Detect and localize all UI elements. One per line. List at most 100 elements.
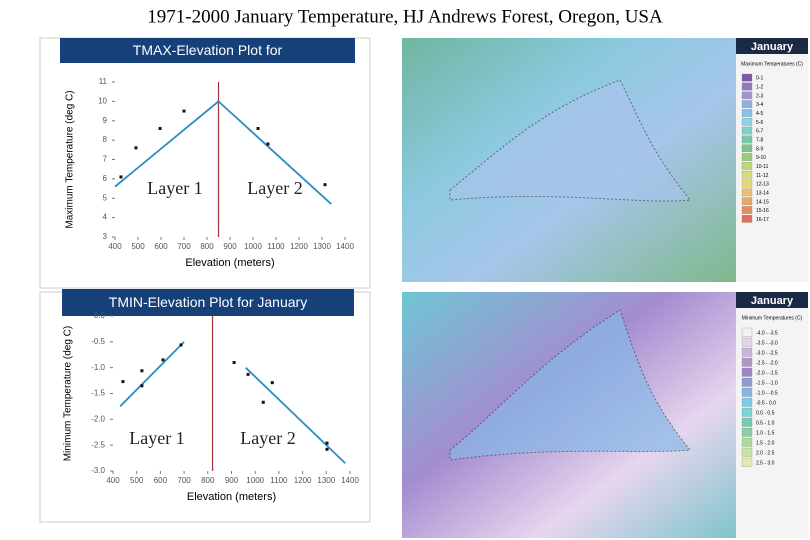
point [140, 369, 144, 373]
legend-label: 2.5 - 3.0 [756, 460, 775, 466]
point [140, 384, 144, 388]
y-tick-label: -1.5 [91, 389, 105, 398]
legend-swatch [741, 144, 753, 153]
legend-label: -2.5 - -2.0 [756, 360, 778, 366]
legend-label: 7-8 [756, 138, 763, 144]
legend-label: 4-5 [756, 111, 763, 117]
legend-label: 2.0 - 2.5 [756, 450, 775, 456]
x-tick-label: 600 [154, 476, 168, 485]
legend-swatch [741, 188, 753, 197]
point [158, 127, 162, 130]
legend-label: -4.0 - -3.5 [756, 330, 778, 336]
x-tick-label: 1400 [336, 242, 354, 251]
legend-label: 0.0 - 0.5 [756, 410, 775, 416]
y-tick-label: 5 [103, 193, 108, 202]
legend-swatch [741, 153, 753, 161]
point [325, 441, 329, 445]
legend-label: -2.0 - -1.5 [756, 370, 778, 376]
y-tick-label: -1.0 [91, 363, 105, 372]
legend-label: -0.5 - 0.0 [756, 400, 776, 406]
y-tick-label: 10 [98, 96, 107, 105]
trend-line [217, 100, 332, 205]
watershed [449, 309, 691, 461]
point [121, 380, 125, 384]
legend-label: -1.5 - -1.0 [756, 380, 778, 386]
legend-swatch [741, 367, 753, 377]
legend-swatch [741, 197, 753, 206]
watershed [449, 79, 691, 202]
y-tick-label: 3 [103, 232, 108, 241]
x-tick-label: 1300 [313, 242, 331, 251]
legend-swatch [741, 135, 753, 144]
map-legend-title: Maximum Temperatures (C) [741, 61, 803, 67]
y-tick-label: 8 [103, 135, 108, 144]
map-title-bg [736, 292, 808, 308]
legend-swatch [741, 417, 753, 427]
legend-swatch [741, 397, 753, 407]
point [246, 372, 250, 376]
y-tick-label: -0.5 [91, 337, 105, 346]
legend-swatch [741, 162, 753, 170]
point [266, 142, 270, 146]
legend-swatch [741, 215, 753, 223]
y-tick-label: 9 [103, 116, 108, 125]
legend-label: 9-10 [756, 155, 766, 161]
trend-line [245, 367, 346, 464]
legend-label: -3.0 - -2.5 [756, 350, 778, 356]
point [261, 400, 265, 404]
x-tick-label: 500 [131, 242, 145, 251]
legend-swatch [741, 117, 753, 126]
point [256, 127, 260, 130]
chart-title-bar [60, 38, 355, 63]
y-tick-label: -2.0 [91, 414, 105, 423]
map-legend-title: Minimum Temperatures (C) [742, 315, 803, 321]
legend-label: 1.0 - 1.5 [756, 430, 775, 436]
y-tick-label: 4 [103, 213, 108, 222]
annotation: Layer 2 [240, 428, 295, 448]
legend-swatch [741, 82, 753, 91]
x-tick-label: 600 [154, 242, 168, 251]
legend-label: 5-6 [756, 120, 763, 126]
x-tick-label: 400 [106, 476, 120, 485]
legend-swatch [741, 407, 753, 417]
x-tick-label: 1000 [246, 476, 264, 485]
point [161, 358, 165, 362]
legend-swatch [741, 206, 753, 214]
legend-label: 8-9 [756, 146, 763, 152]
x-tick-label: 400 [108, 242, 122, 251]
x-tick-label: 700 [177, 242, 191, 251]
point [270, 381, 274, 385]
x-tick-label: 1200 [290, 242, 308, 251]
legend-label: 15-16 [756, 208, 769, 214]
y-tick-label: 11 [99, 77, 108, 86]
annotation: Layer 2 [247, 178, 302, 198]
legend-label: -3.5 - -3.0 [756, 340, 778, 346]
trend-line [119, 341, 185, 408]
point [179, 343, 183, 347]
legend-swatch [741, 126, 753, 135]
y-tick-label: 0.0 [94, 311, 106, 320]
legend-swatch [741, 327, 753, 337]
chart-frame [39, 291, 371, 523]
legend-label: 16-17 [756, 217, 769, 223]
x-tick-label: 1100 [267, 242, 285, 251]
x-tick-label: 800 [201, 476, 215, 485]
x-tick-label: 900 [225, 476, 239, 485]
x-tick-label: 1100 [270, 476, 288, 485]
annotation: Layer 1 [129, 428, 184, 448]
legend-label: 6-7 [756, 129, 763, 135]
legend-swatch [741, 170, 753, 179]
legend-label: 1.5 - 2.0 [756, 440, 775, 446]
legend-label: 13-14 [756, 190, 769, 196]
legend-swatch [741, 357, 753, 367]
legend-label: 0-1 [756, 76, 763, 82]
legend-label: 14-15 [756, 199, 769, 205]
x-axis-label: Elevation (meters) [187, 491, 276, 503]
x-tick-label: 1300 [317, 476, 335, 485]
legend-swatch [741, 347, 753, 357]
legend-label: 2-3 [756, 93, 763, 99]
x-tick-label: 1200 [294, 476, 312, 485]
legend-label: 10-11 [756, 164, 769, 170]
y-axis-label: Maximum Temperature (deg C) [65, 90, 76, 228]
